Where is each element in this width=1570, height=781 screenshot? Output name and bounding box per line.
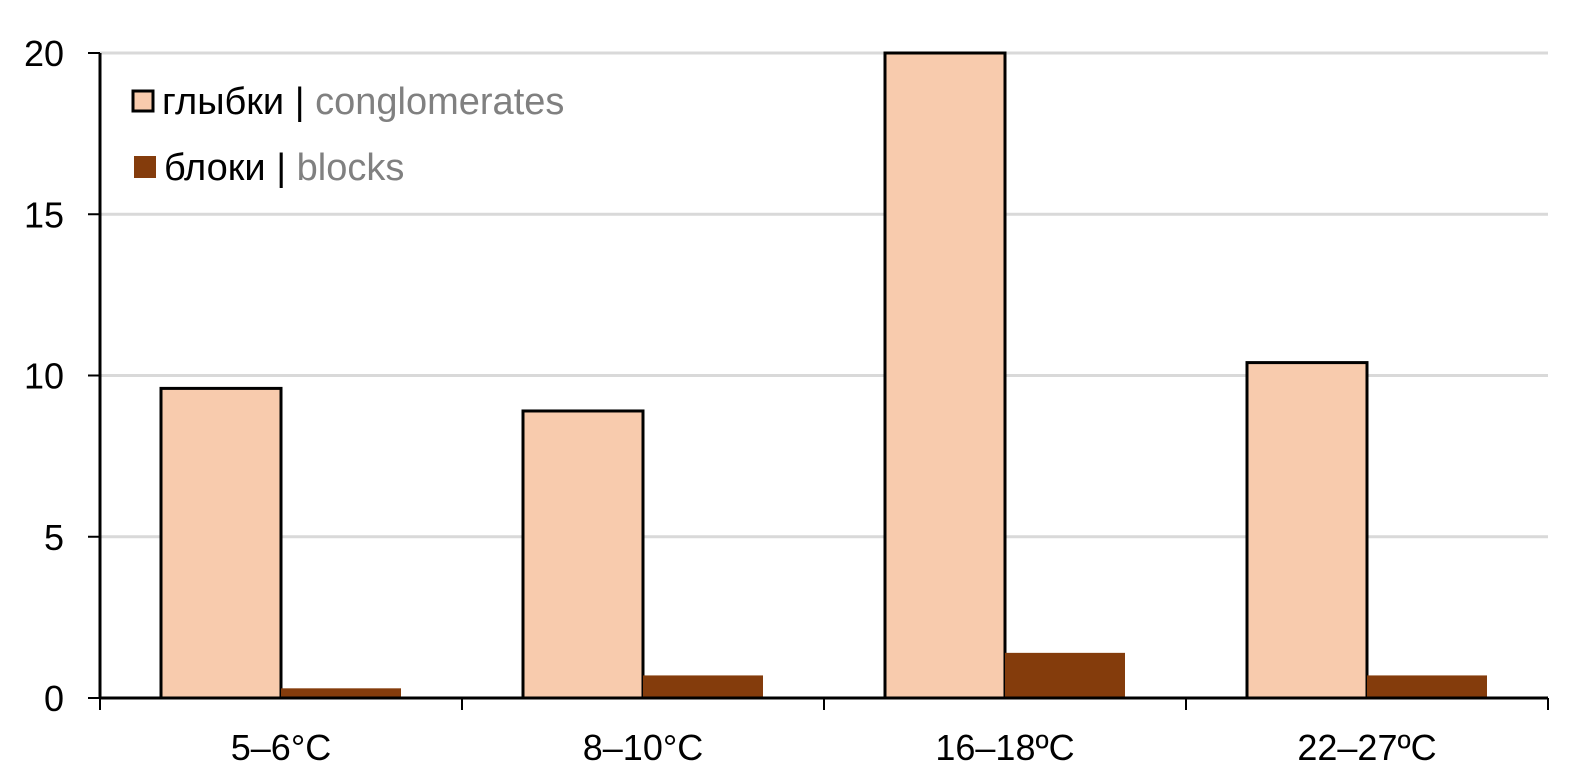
x-tick-label: 8–10°C <box>583 727 703 768</box>
bar-conglomerates <box>1245 361 1369 700</box>
legend-swatch-conglomerates <box>131 89 155 113</box>
y-tick-label: 0 <box>44 678 64 719</box>
bar-conglomerates <box>159 386 283 700</box>
bar-conglomerates <box>521 409 645 700</box>
legend-label-en: blocks <box>297 147 405 189</box>
bar-blocks <box>1367 675 1487 698</box>
legend-label-ru: блоки <box>164 147 266 189</box>
x-axis-ticks: 5–6°C 8–10°C 16–18ºC 22–27ºC <box>99 698 1549 768</box>
bar-blocks <box>281 688 401 698</box>
x-tick-label: 22–27ºC <box>1297 727 1436 768</box>
y-tick-label: 20 <box>24 33 64 74</box>
y-axis-ticks: 0 5 10 15 20 <box>24 33 64 719</box>
legend: глыбки | conglomerates блоки | blocks <box>131 81 564 189</box>
legend-label-blocks: блоки | blocks <box>164 147 404 189</box>
legend-label-ru: глыбки <box>162 81 284 123</box>
legend-separator: | <box>266 147 297 189</box>
legend-swatch-blocks <box>134 156 156 178</box>
y-tick-label: 5 <box>44 517 64 558</box>
legend-separator: | <box>284 81 315 123</box>
bar-blocks <box>643 675 763 698</box>
legend-label-conglomerates: глыбки | conglomerates <box>162 81 564 123</box>
bars <box>159 51 1487 700</box>
bar-blocks <box>1005 652 1125 698</box>
y-tick-label: 15 <box>24 194 64 235</box>
legend-label-en: conglomerates <box>315 81 564 123</box>
bar-conglomerates <box>883 51 1007 700</box>
y-tick-label: 10 <box>24 356 64 397</box>
x-tick-label: 5–6°C <box>231 727 331 768</box>
x-tick-label: 16–18ºC <box>935 727 1074 768</box>
